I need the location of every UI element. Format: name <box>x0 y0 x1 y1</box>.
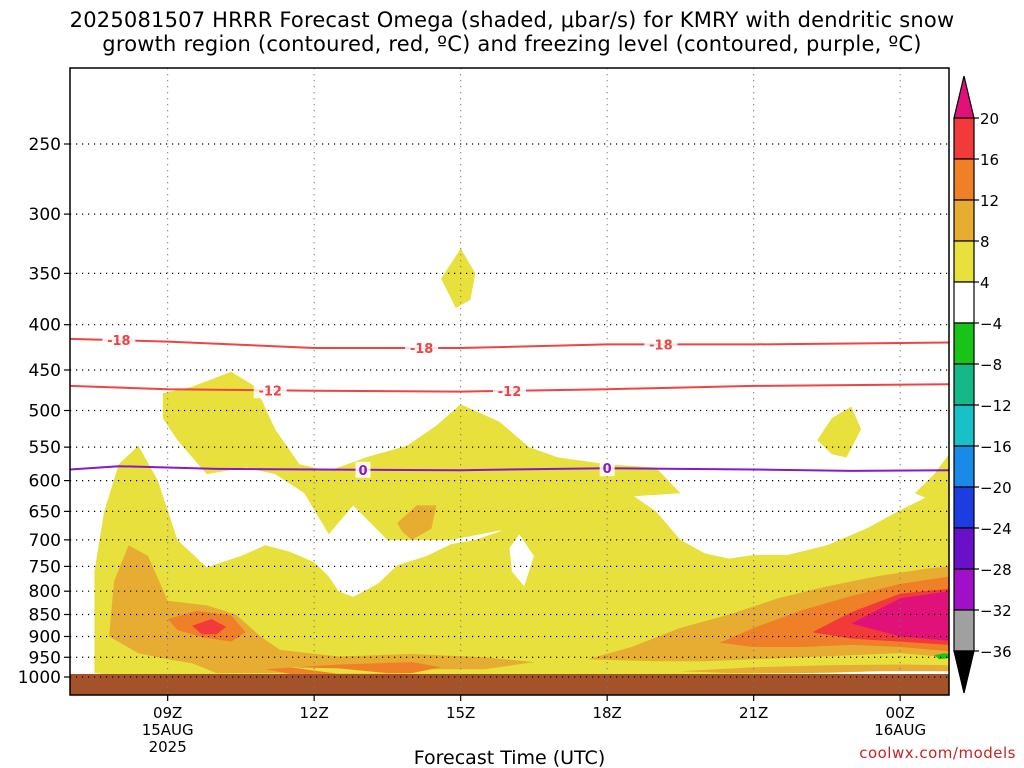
omega-region-4 <box>914 454 949 506</box>
axes: 2503003504004505005506006507007508008509… <box>18 67 950 768</box>
contour-label-bg <box>599 460 615 477</box>
y-tick-label: 850 <box>29 606 61 626</box>
y-tick-label: 950 <box>29 648 61 668</box>
y-tick-label: 450 <box>29 361 61 381</box>
contour-label-0-1: 0 <box>603 462 612 477</box>
colorbar-label: −4 <box>980 315 1002 333</box>
x-tick-label: 18Z <box>592 704 621 722</box>
y-tick-label: 1000 <box>18 668 61 688</box>
colorbar-label: −20 <box>980 479 1012 497</box>
x-tick-label: 12Z <box>299 704 328 722</box>
omega-region-5 <box>109 545 534 674</box>
y-tick-label: 550 <box>29 438 61 458</box>
contour-label-bg <box>405 340 439 357</box>
grid-lines <box>70 68 949 695</box>
omega-region-2 <box>441 248 476 308</box>
colorbar-box-9 <box>953 486 975 529</box>
colorbar-label: −8 <box>980 356 1002 374</box>
y-tick-label: 300 <box>29 205 61 225</box>
colorbar-box-1 <box>953 158 975 201</box>
colorbar-box-6 <box>953 363 975 406</box>
colorbar-box-3 <box>953 240 975 283</box>
colorbar-box-12 <box>953 609 975 652</box>
contour-label-0-0: 0 <box>358 464 367 479</box>
omega-region-17 <box>934 653 949 660</box>
y-tick-label: 650 <box>29 502 61 522</box>
colorbar-top-arrow <box>953 75 975 119</box>
omega-region-13 <box>192 619 227 635</box>
colorbar-label: −28 <box>980 561 1012 579</box>
contour-label--18-0: -18 <box>107 334 131 349</box>
contour-label--18-1: -18 <box>410 342 434 357</box>
colorbar-label: 16 <box>980 151 999 169</box>
contour-label-bg <box>644 336 678 353</box>
x-tick-label: 00Z <box>885 704 914 722</box>
colorbar-label: 20 <box>980 110 999 128</box>
chart-title-line-1: 2025081507 HRRR Forecast Omega (shaded, … <box>69 8 955 32</box>
colorbar-bottom-arrow <box>953 650 975 694</box>
colorbar-label: 4 <box>980 274 990 292</box>
contour-label--18-2: -18 <box>649 338 673 353</box>
omega-region-6 <box>397 505 437 540</box>
y-tick-label: 600 <box>29 472 61 492</box>
omega-region-1 <box>162 371 681 540</box>
colorbar-box-7 <box>953 404 975 447</box>
y-tick-label: 350 <box>29 264 61 284</box>
omega-region-16 <box>509 534 534 587</box>
colorbar-label: −16 <box>980 438 1012 456</box>
colorbar-box-0 <box>953 117 975 160</box>
plot-frame <box>69 67 950 696</box>
x-tick-label: 2025 <box>149 738 187 756</box>
ground-below-surface <box>70 674 949 695</box>
contour-label-bg <box>493 382 526 399</box>
x-axis-title: Forecast Time (UTC) <box>414 747 605 768</box>
colorbar-label: −24 <box>980 520 1012 538</box>
y-tick-label: 700 <box>29 531 61 551</box>
omega-region-10 <box>265 662 442 674</box>
chart-title-line-2: growth region (contoured, red, ºC) and f… <box>102 32 922 56</box>
omega-region-8 <box>680 664 949 674</box>
y-tick-label: 400 <box>29 316 61 336</box>
omega-colorbar: 20 16 12 8 4 −4 −8 −12 −16 −20 −24 −28 −32 −36 <box>953 75 1012 694</box>
colorbar-box-2 <box>953 199 975 242</box>
site-credit[interactable]: coolwx.com/models <box>859 744 1016 762</box>
colorbar-label: 12 <box>980 192 999 210</box>
contour-label-bg <box>355 461 371 478</box>
y-tick-label: 800 <box>29 582 61 602</box>
y-tick-label: 500 <box>29 402 61 422</box>
y-tick-label: 750 <box>29 557 61 577</box>
colorbar-label: −32 <box>980 602 1012 620</box>
contour-label--12-0: -12 <box>258 384 282 399</box>
colorbar-box-8 <box>953 445 975 488</box>
colorbar-box-10 <box>953 527 975 570</box>
colorbar-box-11 <box>953 568 975 611</box>
x-tick-label: 09Z <box>153 704 182 722</box>
y-tick-label: 250 <box>29 135 61 155</box>
contour-label--12-1: -12 <box>498 385 522 400</box>
omega-shading <box>94 248 949 677</box>
contour-label-bg <box>253 382 287 399</box>
x-tick-label: 15AUG <box>142 721 194 739</box>
x-tick-label: 16AUG <box>874 721 926 739</box>
contour--18 <box>70 337 949 349</box>
colorbar-label: −12 <box>980 397 1012 415</box>
contour--12 <box>70 383 949 393</box>
y-tick-label: 900 <box>29 627 61 647</box>
contour-0 <box>70 465 949 472</box>
temperature-contours: -18 -18 -18 -12 -12 0 0 <box>70 332 949 479</box>
x-tick-label: 21Z <box>739 704 768 722</box>
colorbar-label: 8 <box>980 233 990 251</box>
colorbar-box-4 <box>953 281 975 324</box>
colorbar-label: −36 <box>980 643 1012 661</box>
omega-region-15 <box>851 591 949 641</box>
ground-layer <box>70 674 949 695</box>
omega-region-3 <box>817 406 862 458</box>
x-tick-label: 15Z <box>446 704 475 722</box>
colorbar-box-5 <box>953 322 975 365</box>
contour-label-bg <box>102 332 136 349</box>
